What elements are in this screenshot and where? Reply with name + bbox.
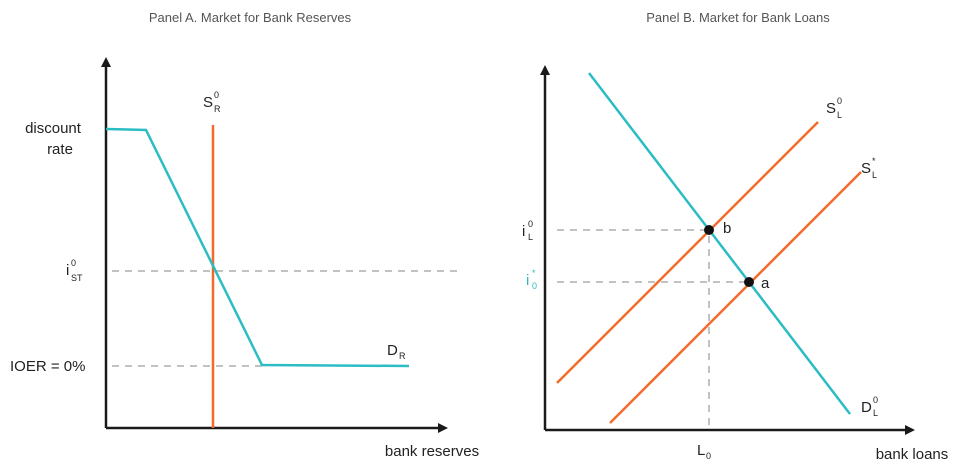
svg-text:*: *	[532, 268, 536, 278]
point-b-label: b	[723, 220, 731, 237]
svg-text:0: 0	[706, 451, 711, 461]
i0star-label: i * 0	[526, 268, 537, 291]
ist-label: i 0 ST	[66, 258, 83, 283]
svg-text:L: L	[697, 442, 705, 459]
panel-a-reserve-demand-curve	[105, 127, 410, 368]
panel-a-x-label: bank reserves	[385, 443, 479, 460]
equilibrium-point-a	[744, 277, 754, 287]
point-a-label: a	[761, 275, 770, 292]
loan-supply-curve-0	[556, 121, 819, 384]
svg-text:ST: ST	[71, 273, 83, 283]
panel-b-axes	[540, 65, 915, 435]
svg-text:D: D	[861, 399, 872, 416]
svg-text:i: i	[66, 262, 69, 279]
svg-text:D: D	[387, 342, 398, 359]
svg-text:0: 0	[837, 96, 842, 106]
svg-text:i: i	[526, 272, 529, 289]
svg-text:S: S	[826, 100, 836, 117]
svg-text:0: 0	[71, 258, 76, 268]
discount-rate-label-line1: discount	[25, 120, 82, 137]
il0-label: i 0 L	[522, 219, 533, 242]
loan-demand-label: D 0 L	[861, 395, 878, 418]
svg-text:R: R	[214, 104, 221, 114]
ioer-label: IOER = 0%	[10, 358, 85, 375]
loan-supply-0-label: S 0 L	[826, 96, 842, 120]
svg-text:S: S	[861, 160, 871, 177]
reserve-supply-label: S 0 R	[203, 90, 221, 114]
loan-supply-curve-star	[609, 171, 862, 424]
panel-a-title: Panel A. Market for Bank Reserves	[149, 10, 352, 25]
svg-text:i: i	[522, 223, 525, 240]
svg-text:0: 0	[532, 281, 537, 291]
svg-text:*: *	[872, 156, 876, 166]
panel-a-axes	[101, 57, 448, 433]
svg-text:0: 0	[873, 395, 878, 405]
svg-text:S: S	[203, 94, 213, 111]
svg-text:0: 0	[528, 219, 533, 229]
panel-b-title: Panel B. Market for Bank Loans	[646, 10, 830, 25]
l0-label: L 0	[697, 442, 711, 461]
svg-text:L: L	[873, 408, 878, 418]
reserve-demand-label: D R	[387, 342, 406, 361]
equilibrium-point-b	[704, 225, 714, 235]
loan-demand-curve	[588, 72, 851, 415]
loan-supply-star-label: S * L	[861, 156, 877, 180]
svg-text:L: L	[528, 232, 533, 242]
discount-rate-label-line2: rate	[47, 141, 73, 158]
svg-text:0: 0	[214, 90, 219, 100]
svg-text:L: L	[837, 110, 842, 120]
svg-text:L: L	[872, 170, 877, 180]
svg-text:R: R	[399, 351, 406, 361]
panel-b-x-label: bank loans	[876, 446, 949, 463]
